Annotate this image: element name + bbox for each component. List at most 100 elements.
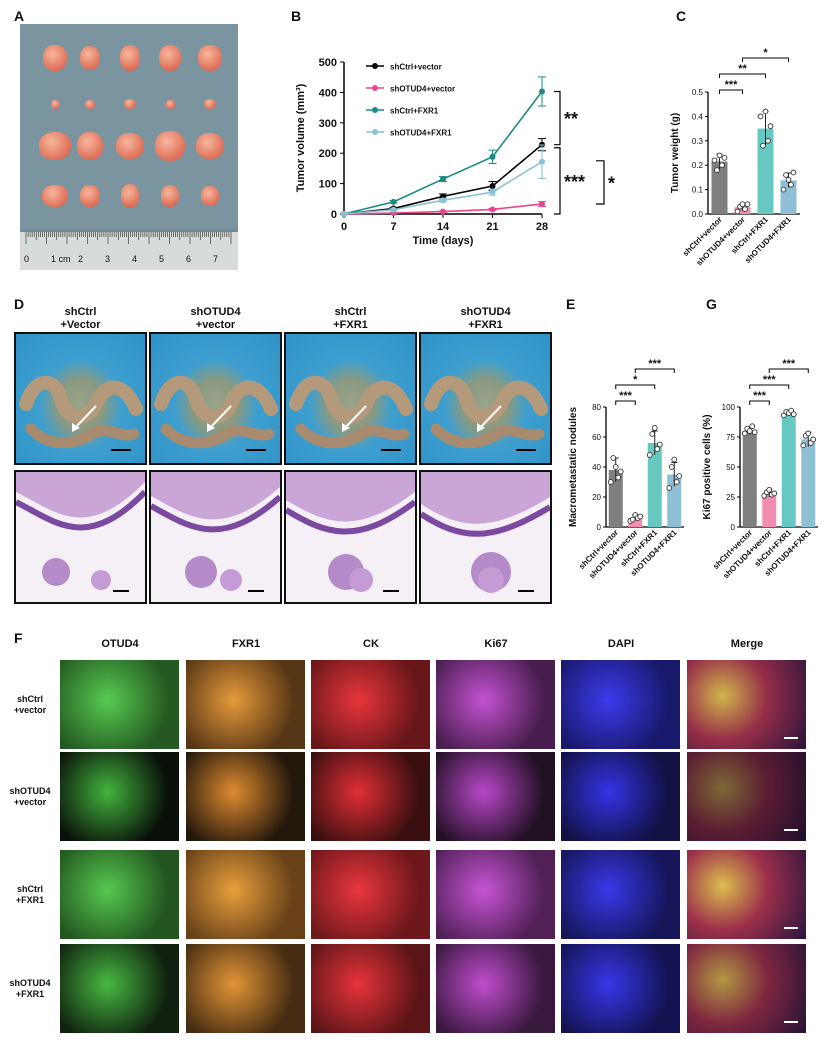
fluorescence-signal: [436, 850, 555, 939]
data-point: [714, 167, 720, 173]
panel-label-b: B: [291, 8, 302, 24]
data-point: [390, 206, 397, 213]
condition-label: shOTUD4 +FXR1: [419, 306, 552, 332]
tumor-specimen: [196, 133, 224, 159]
tumor-specimen: [42, 185, 68, 207]
data-point: [800, 442, 807, 449]
condition-label: shCtrl +Vector: [14, 306, 147, 332]
data-point: [766, 486, 773, 493]
data-point: [751, 429, 758, 436]
tumor-specimen: [116, 133, 144, 159]
fluorescence-signal: [561, 752, 680, 841]
data-point: [440, 208, 446, 215]
significance-bracket: [554, 147, 561, 215]
significance-label: ***: [753, 390, 767, 402]
condition-label: shOTUD4 +vector: [149, 306, 282, 332]
condition-label-line: +vector: [195, 319, 236, 331]
significance-bracket: [749, 400, 770, 405]
fluorescence-signal: [60, 850, 179, 939]
channel-header: DAPI: [607, 638, 635, 650]
row-label-line: +FXR1: [15, 989, 45, 999]
fluorescence-image: [186, 660, 305, 749]
x-tick-label: shCtrl+vector: [681, 215, 724, 258]
significance-bracket: [768, 368, 809, 373]
data-point: [612, 464, 619, 470]
data-point: [767, 123, 774, 130]
panel-label-d: D: [14, 296, 25, 312]
fluorescence-signal: [311, 850, 430, 939]
y-tick-label: 0: [597, 523, 602, 532]
data-point: [771, 490, 778, 497]
data-point: [440, 176, 446, 183]
scale-bar: [784, 829, 798, 831]
fluorescence-signal: [561, 850, 680, 939]
fluorescence-image: [186, 752, 305, 841]
fluorescence-signal: [60, 752, 179, 841]
significance-bracket: [634, 368, 675, 373]
fluorescence-image: [561, 660, 680, 749]
data-point: [390, 198, 397, 205]
ruler-label: 3: [105, 254, 111, 264]
significance-label: *: [763, 47, 768, 59]
legend-label: shOTUD4+FXR1: [390, 129, 452, 138]
data-point: [785, 176, 792, 183]
data-point: [739, 201, 746, 208]
tumor-specimen: [198, 45, 222, 71]
significance-label: ***: [564, 172, 585, 192]
condition-label-line: shOTUD4: [190, 306, 241, 318]
fluorescence-image: [687, 660, 806, 749]
bar: [711, 161, 728, 214]
y-axis-label: Tumor volume (mm³): [295, 83, 307, 192]
data-point: [654, 446, 661, 452]
fluorescence-image: [687, 944, 806, 1033]
he-stain-image: [14, 470, 147, 604]
y-axis-label: Macrometastatic nodules: [568, 407, 579, 527]
row-label-line: +FXR1: [15, 895, 45, 905]
significance-label: ***: [725, 79, 739, 91]
y-tick-label: 0.3: [692, 137, 704, 146]
data-point: [651, 425, 658, 431]
panel-label-a: A: [14, 8, 25, 24]
tumor-photo: 0 1 cm 2 3 4 5 6 7: [20, 24, 238, 270]
significance-label: **: [564, 109, 578, 129]
y-axis-label: Ki67 positive cells (%): [702, 414, 713, 519]
scale-bar: [784, 1021, 798, 1023]
condition-label-line: +Vector: [60, 319, 101, 331]
he-stain-drawing: [151, 472, 280, 591]
scale-bar: [516, 449, 536, 451]
legend-marker: [372, 107, 378, 113]
tumor-specimen: [43, 45, 67, 71]
data-point: [765, 137, 771, 144]
panel-label-e: E: [566, 296, 576, 312]
data-point: [629, 516, 636, 523]
ruler-label: 4: [132, 254, 138, 264]
tumor-specimen: [80, 185, 100, 207]
row-label-line: shCtrl: [16, 884, 43, 894]
y-tick-label: 200: [319, 148, 337, 160]
fluorescence-image: [60, 752, 179, 841]
x-axis-label: Time (days): [413, 235, 474, 247]
legend-label: shCtrl+vector: [390, 63, 442, 72]
fluorescence-signal: [311, 944, 430, 1033]
intestine-photo: [14, 332, 147, 465]
fluorescence-image: [687, 752, 806, 841]
channel-header: Ki67: [484, 638, 508, 650]
data-point: [615, 474, 622, 481]
tumor-specimen: [39, 132, 71, 160]
fluorescence-image: [561, 850, 680, 939]
fluorescence-image: [436, 944, 555, 1033]
tumor-volume-line-chart: 0 100 200 300 400 500 0 7 14 21 28 Time (days) Tumor…: [295, 57, 615, 247]
tumor-weight-bar-chart: 0.0 0.1 0.2 0.3 0.4 0.5 Tumor weight (g) shCtrl…: [670, 47, 800, 267]
he-stain-drawing: [421, 472, 550, 593]
fluorescence-image: [60, 850, 179, 939]
panel-label-f: F: [14, 630, 23, 646]
y-tick-label: 300: [319, 118, 337, 130]
x-tick-label: 21: [486, 221, 498, 233]
data-point: [637, 513, 644, 520]
data-point: [721, 155, 728, 161]
row-label: shCtrl +vector: [0, 694, 60, 716]
fluorescence-image: [436, 660, 555, 749]
significance-label: ***: [619, 390, 633, 402]
data-point: [607, 479, 614, 485]
